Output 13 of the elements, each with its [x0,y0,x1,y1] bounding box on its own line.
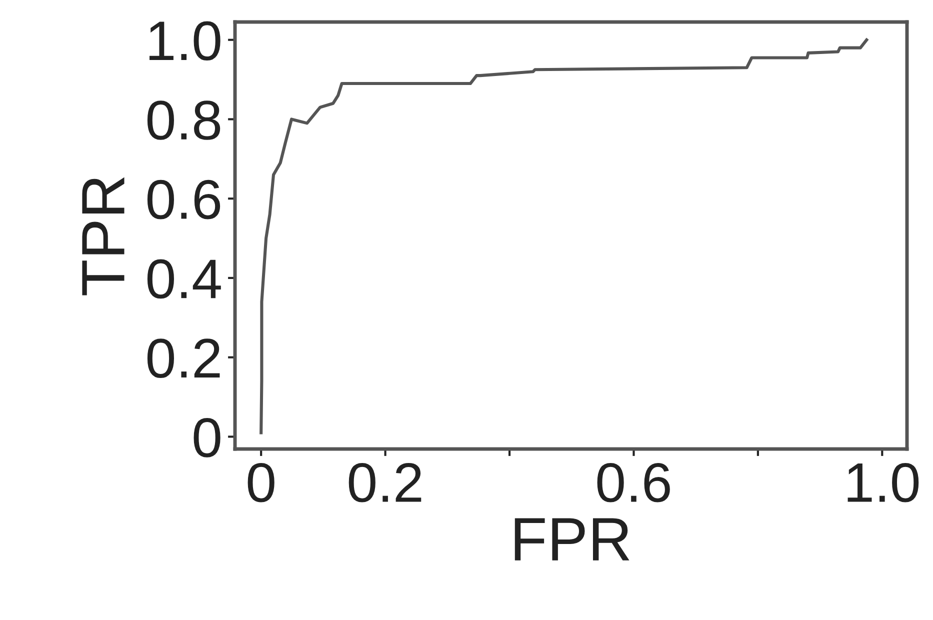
x-tick-label: 0.6 [597,462,670,502]
x-tick-label: 0.2 [348,462,422,502]
x-axis-title: FPR [514,518,630,560]
y-tick-label: 0.6 [147,180,220,220]
y-axis-title: TPR [82,177,124,296]
y-tick-label: 0 [194,418,220,458]
x-tick-label: 0 [248,462,274,502]
y-tick-label: 1.0 [150,21,220,61]
y-tick-label: 0.4 [147,259,221,299]
y-tick-label: 0.8 [147,100,220,140]
line-series [260,38,868,434]
y-tick-label: 0.2 [147,338,220,378]
x-tick-label: 1.0 [848,462,919,502]
